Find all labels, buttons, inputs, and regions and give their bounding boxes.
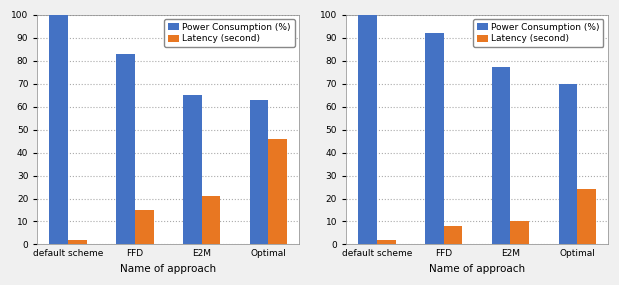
Bar (183, 95, 202, 245)
Legend: Power Consumption (%), Latency (second): Power Consumption (%), Latency (second) (473, 19, 604, 47)
Bar (491, 68, 511, 245)
Bar (425, 33, 444, 245)
Bar (558, 84, 578, 245)
X-axis label: Name of approach: Name of approach (120, 264, 216, 274)
Bar (578, 189, 596, 245)
Bar (377, 240, 396, 245)
Bar (116, 54, 135, 245)
Bar (135, 210, 154, 245)
Legend: Power Consumption (%), Latency (second): Power Consumption (%), Latency (second) (165, 19, 295, 47)
Bar (249, 100, 269, 245)
X-axis label: Name of approach: Name of approach (429, 264, 525, 274)
Bar (202, 196, 220, 245)
Bar (269, 139, 287, 245)
Bar (358, 15, 377, 245)
Bar (511, 221, 529, 245)
Bar (444, 226, 462, 245)
Bar (68, 240, 87, 245)
Bar (50, 15, 68, 245)
